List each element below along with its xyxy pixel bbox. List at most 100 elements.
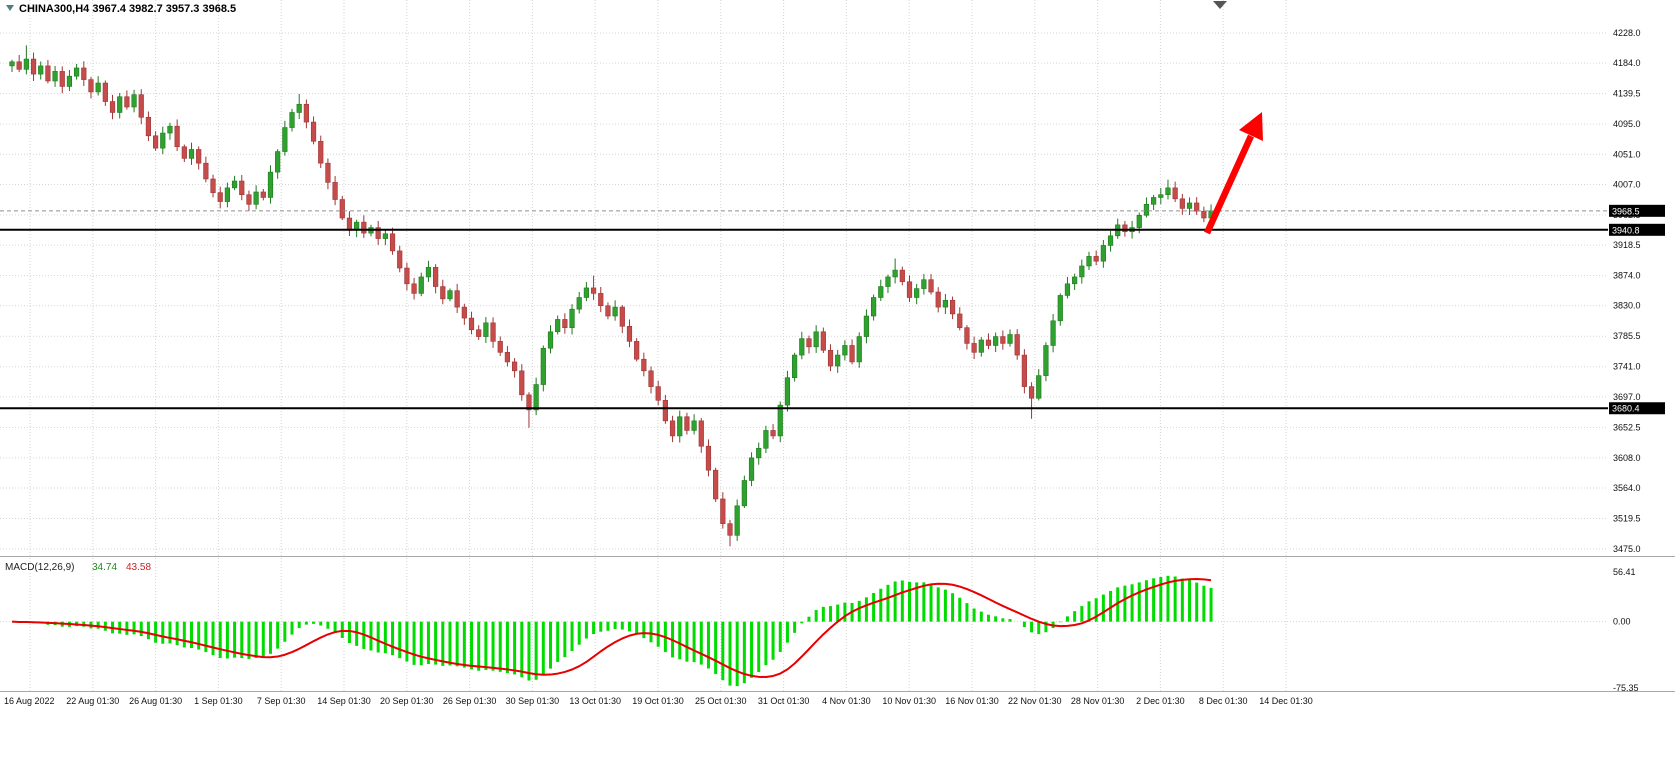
candle-body <box>777 404 783 437</box>
candle-body <box>66 75 73 87</box>
candle-body <box>993 336 999 346</box>
time-axis-label[interactable]: 25 Oct 01:30 <box>695 696 747 706</box>
candle-body <box>878 286 884 298</box>
price-tick-label[interactable]: 3830.0 <box>1613 301 1641 311</box>
candle-body <box>1136 214 1142 228</box>
candle-body <box>949 299 956 315</box>
time-axis-label[interactable]: 20 Sep 01:30 <box>380 696 434 706</box>
candle-body <box>404 267 410 285</box>
candle-body <box>942 299 948 308</box>
time-axis-label[interactable]: 10 Nov 01:30 <box>882 696 936 706</box>
candle-body <box>490 322 496 342</box>
time-axis-label[interactable]: 14 Dec 01:30 <box>1259 696 1313 706</box>
candle-body <box>842 345 848 356</box>
candle-body <box>1000 336 1006 344</box>
macd-tick-label[interactable]: 0.00 <box>1613 617 1631 627</box>
candle-body <box>576 297 582 310</box>
price-tick-label[interactable]: 4051.0 <box>1613 149 1641 159</box>
price-tick-label[interactable]: 3475.0 <box>1613 544 1641 554</box>
candle-body <box>174 125 180 148</box>
time-axis[interactable]: 16 Aug 2022 22 Aug 01:30 26 Aug 01:30 1 Sep… <box>4 696 1313 706</box>
candle-body <box>289 112 295 128</box>
candle-body <box>52 71 58 82</box>
time-axis-label[interactable]: 16 Nov 01:30 <box>945 696 999 706</box>
candle-body <box>612 306 618 317</box>
price-tick-label[interactable]: 3519.5 <box>1613 514 1641 524</box>
time-axis-label[interactable]: 16 Aug 2022 <box>4 696 55 706</box>
candle-body <box>684 416 690 431</box>
price-tick-label[interactable]: 4007.0 <box>1613 179 1641 189</box>
macd-tick-label[interactable]: 56.41 <box>1613 567 1636 577</box>
candle-body <box>153 135 159 149</box>
time-axis-label[interactable]: 22 Aug 01:30 <box>66 696 119 706</box>
time-axis-label[interactable]: 28 Nov 01:30 <box>1071 696 1125 706</box>
price-tick-label[interactable]: 3564.0 <box>1613 483 1641 493</box>
candle-body <box>16 61 22 70</box>
price-tick-label[interactable]: 3785.5 <box>1613 331 1641 341</box>
price-tick-label[interactable]: 3652.5 <box>1613 422 1641 432</box>
macd-signal-value: 43.58 <box>126 562 151 573</box>
candle-body <box>849 345 855 363</box>
price-tick-label[interactable]: 4184.0 <box>1613 58 1641 68</box>
price-tick-label[interactable]: 3608.0 <box>1613 453 1641 463</box>
time-axis-label[interactable]: 30 Sep 01:30 <box>506 696 560 706</box>
candle-body <box>260 191 266 198</box>
candle-body <box>375 227 381 239</box>
time-axis-label[interactable]: 22 Nov 01:30 <box>1008 696 1062 706</box>
price-tick-label[interactable]: 4228.0 <box>1613 28 1641 38</box>
time-axis-label[interactable]: 26 Aug 01:30 <box>129 696 182 706</box>
candle-body <box>555 319 561 333</box>
symbol-dropdown-icon <box>6 5 14 11</box>
candle-body <box>476 329 482 337</box>
time-axis-label[interactable]: 19 Oct 01:30 <box>632 696 684 706</box>
candle-body <box>117 96 123 113</box>
hline-badge-label: 3940.8 <box>1612 225 1640 235</box>
candle-body <box>9 61 15 67</box>
chart-shift-marker-icon[interactable] <box>1213 1 1227 9</box>
candle-body <box>784 377 791 406</box>
price-tick-label[interactable]: 4095.0 <box>1613 119 1641 129</box>
time-axis-label[interactable]: 2 Dec 01:30 <box>1136 696 1185 706</box>
candle-body <box>1050 320 1056 346</box>
candle-body <box>239 180 245 196</box>
horizontal-lines[interactable]: 3940.8 3680.4 <box>0 223 1665 415</box>
candle-body <box>705 445 712 471</box>
time-axis-label[interactable]: 8 Dec 01:30 <box>1199 696 1248 706</box>
time-axis-label[interactable]: 13 Oct 01:30 <box>569 696 621 706</box>
candle-body <box>303 103 309 123</box>
macd-axis[interactable]: 56.41 0.00 -75.35 <box>1613 567 1639 693</box>
candle-body <box>45 65 51 82</box>
price-tick-label[interactable]: 3918.5 <box>1613 240 1641 250</box>
time-axis-label[interactable]: 14 Sep 01:30 <box>317 696 371 706</box>
candle-body <box>885 276 891 287</box>
candle-body <box>533 384 539 411</box>
price-tick-label[interactable]: 3874.0 <box>1613 271 1641 281</box>
candle-body <box>1100 245 1106 262</box>
time-axis-label[interactable]: 31 Oct 01:30 <box>758 696 810 706</box>
time-axis-label[interactable]: 1 Sep 01:30 <box>194 696 243 706</box>
trend-arrow[interactable] <box>1204 112 1263 235</box>
candle-body <box>519 370 525 396</box>
time-axis-label[interactable]: 7 Sep 01:30 <box>257 696 306 706</box>
candle-body <box>583 287 589 298</box>
candle-body <box>231 180 238 189</box>
price-tick-label[interactable]: 3741.0 <box>1613 362 1641 372</box>
candle-body <box>863 315 870 337</box>
macd-tick-label[interactable]: -75.35 <box>1613 683 1639 693</box>
time-axis-label[interactable]: 4 Nov 01:30 <box>822 696 871 706</box>
price-tick-label[interactable]: 3697.0 <box>1613 392 1641 402</box>
candle-body <box>1072 276 1078 285</box>
candle-body <box>339 199 345 219</box>
price-tick-label[interactable]: 4139.5 <box>1613 89 1641 99</box>
candle-body <box>468 317 475 331</box>
candle-body <box>253 191 259 205</box>
candle-body <box>296 103 302 113</box>
time-axis-label[interactable]: 26 Sep 01:30 <box>443 696 497 706</box>
candle-body <box>756 447 762 459</box>
candle-body <box>985 339 992 346</box>
candle-body <box>648 370 654 387</box>
candle-body <box>217 192 223 202</box>
candle-body <box>734 505 740 536</box>
